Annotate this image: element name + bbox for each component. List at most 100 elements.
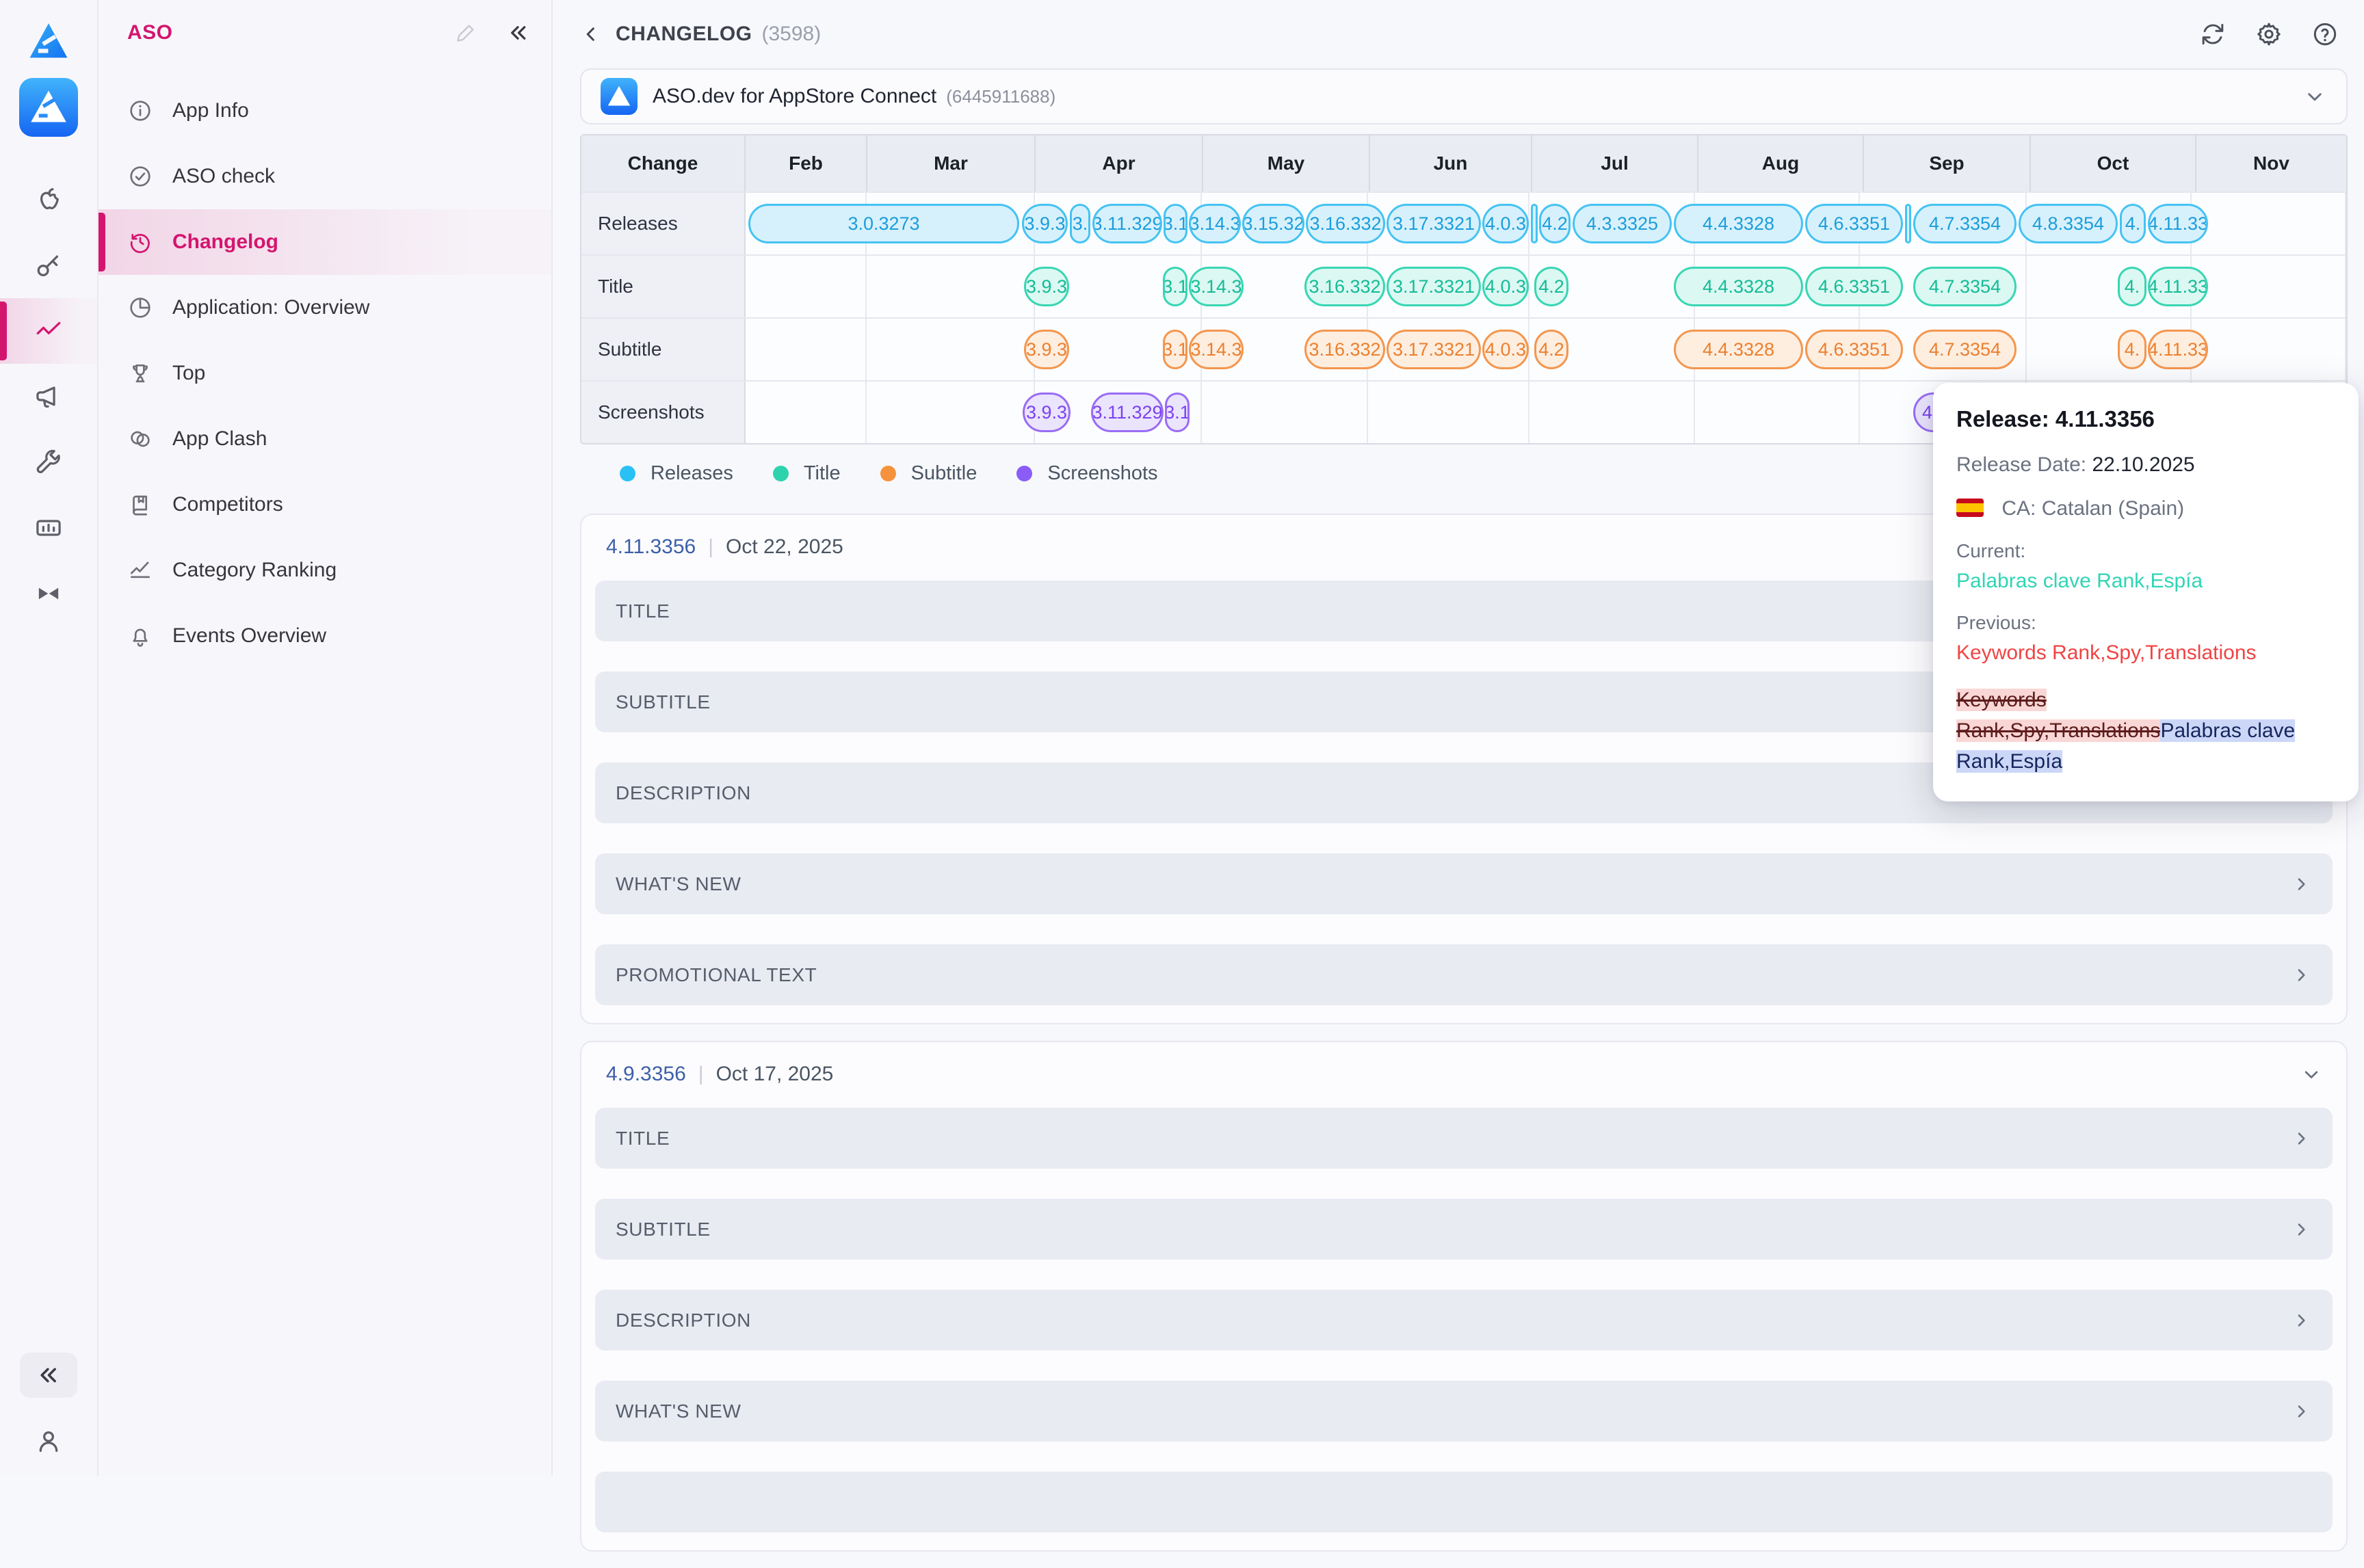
help-button[interactable] xyxy=(2311,20,2339,49)
user-profile-icon[interactable] xyxy=(33,1425,64,1457)
timeline-row-screenshots: Screenshots 3.9.3 3.11.329 3.1 4 xyxy=(581,382,2346,443)
version-pill-releases[interactable]: 4.8.3354 xyxy=(2019,204,2118,243)
collapse-sidebar-icon[interactable] xyxy=(506,21,531,45)
version-pill-releases[interactable]: 3.0.3273 xyxy=(748,204,1019,243)
sidebar-item-changelog[interactable]: Changelog xyxy=(98,209,551,275)
collapse-section-button[interactable] xyxy=(2300,1063,2323,1086)
rail-item-keywords[interactable] xyxy=(0,232,97,298)
version-pill-subtitle[interactable]: 4.7.3354 xyxy=(1913,330,2017,369)
version-pill-releases[interactable]: 4.7.3354 xyxy=(1913,204,2017,243)
sidebar-items: App Info ASO check Changelog Application: O… xyxy=(98,78,551,669)
rail-item-appstore[interactable] xyxy=(0,167,97,232)
sidebar-item-competitors[interactable]: Competitors xyxy=(98,472,551,537)
sidebar-item-aso-check[interactable]: ASO check xyxy=(98,144,551,209)
version-pill-subtitle[interactable]: 3.17.3321 xyxy=(1387,330,1481,369)
sidebar-item-application-overview[interactable]: Application: Overview xyxy=(98,275,551,341)
rail-item-compare[interactable] xyxy=(0,561,97,626)
bell-icon xyxy=(133,628,148,647)
metadata-row-description[interactable]: DESCRIPTION xyxy=(595,1290,2333,1351)
version-pill-title[interactable]: 3.1 xyxy=(1163,267,1187,306)
version-pill-screenshots[interactable]: 3.11.329 xyxy=(1091,393,1164,432)
version-pill-releases[interactable]: 3.16.332 xyxy=(1306,204,1385,243)
rail-item-tools[interactable] xyxy=(0,429,97,495)
version-pill-title[interactable]: 4.4.3328 xyxy=(1674,267,1803,306)
version-pill-subtitle[interactable]: 4.6.3351 xyxy=(1805,330,1903,369)
back-button[interactable] xyxy=(579,22,603,46)
version-pill-releases[interactable]: 3.17.3321 xyxy=(1387,204,1481,243)
refresh-button[interactable] xyxy=(2198,20,2227,49)
version-pill-subtitle[interactable]: 4. xyxy=(2118,330,2146,369)
version-pill-title[interactable]: 4.2 xyxy=(1534,267,1568,306)
version-pill-releases[interactable]: 3.11.329 xyxy=(1092,204,1162,243)
sidebar-item-app-info[interactable]: App Info xyxy=(98,78,551,144)
version-pill-title[interactable]: 3.17.3321 xyxy=(1387,267,1481,306)
edit-icon[interactable] xyxy=(454,21,477,44)
metadata-row-what-s-new[interactable]: WHAT'S NEW xyxy=(595,853,2333,914)
rail-item-analytics[interactable] xyxy=(0,298,97,364)
metadata-row-promotional-text[interactable]: PROMOTIONAL TEXT xyxy=(595,944,2333,1005)
version-pill-title[interactable]: 3.9.3 xyxy=(1024,267,1069,306)
rail-item-reports[interactable] xyxy=(0,495,97,561)
version-pill-releases[interactable]: 4.11.33 xyxy=(2148,204,2208,243)
legend-item-screenshots[interactable]: Screenshots xyxy=(1016,462,1158,485)
column-header-may: May xyxy=(1203,135,1370,191)
app-selector[interactable]: ASO.dev for AppStore Connect (6445911688… xyxy=(580,68,2348,124)
version-pill-subtitle[interactable]: 4.11.33 xyxy=(2148,330,2208,369)
version-pill-subtitle[interactable]: 3.16.332 xyxy=(1304,330,1385,369)
rail-item-marketing[interactable] xyxy=(0,364,97,429)
version-pill-releases[interactable] xyxy=(1905,204,1911,243)
version-pill-title[interactable]: 3.16.332 xyxy=(1304,267,1385,306)
release-version-link[interactable]: 4.11.3356 xyxy=(606,535,696,558)
version-pill-releases[interactable]: 4. xyxy=(2120,204,2146,243)
version-pill-screenshots[interactable]: 3.1 xyxy=(1165,393,1190,432)
metadata-row-partial[interactable] xyxy=(595,1472,2333,1532)
metadata-row-subtitle[interactable]: SUBTITLE xyxy=(595,1199,2333,1260)
version-pill-title[interactable]: 4. xyxy=(2118,267,2146,306)
version-pill-releases[interactable]: 3.15.32 xyxy=(1242,204,1304,243)
chevron-down-icon[interactable] xyxy=(2302,84,2327,109)
release-version-link[interactable]: 4.9.3356 xyxy=(606,1063,686,1085)
version-pill-releases[interactable]: 3.1 xyxy=(1164,204,1187,243)
version-pill-releases[interactable]: 3. xyxy=(1070,204,1090,243)
metadata-row-what-s-new[interactable]: WHAT'S NEW xyxy=(595,1381,2333,1441)
version-pill-subtitle[interactable]: 4.0.3 xyxy=(1482,330,1529,369)
version-pill-releases[interactable]: 4.3.3325 xyxy=(1573,204,1672,243)
version-pill-releases[interactable]: 4.4.3328 xyxy=(1674,204,1803,243)
version-pill-releases[interactable]: 4.2 xyxy=(1539,204,1571,243)
sidebar-item-events-overview[interactable]: Events Overview xyxy=(98,603,551,669)
version-pill-subtitle[interactable]: 3.1 xyxy=(1163,330,1187,369)
version-pill-releases[interactable] xyxy=(1531,204,1538,243)
metadata-row-title[interactable]: TITLE xyxy=(595,1108,2333,1169)
version-pill-subtitle[interactable]: 4.2 xyxy=(1534,330,1568,369)
version-pill-title[interactable]: 3.14.3 xyxy=(1189,267,1244,306)
gridline-cell xyxy=(746,382,867,443)
version-pill-title[interactable]: 4.6.3351 xyxy=(1805,267,1903,306)
sidebar-item-top[interactable]: Top xyxy=(98,341,551,406)
version-pill-releases[interactable]: 4.6.3351 xyxy=(1805,204,1903,243)
version-pill-title[interactable]: 4.11.33 xyxy=(2148,267,2208,306)
settings-button[interactable] xyxy=(2255,20,2283,49)
collapse-rail-button[interactable] xyxy=(20,1353,77,1398)
trend-icon xyxy=(36,321,61,335)
version-pill-subtitle[interactable]: 4.4.3328 xyxy=(1674,330,1803,369)
version-pill-title[interactable]: 4.7.3354 xyxy=(1913,267,2017,306)
sidebar: ASO App Info ASO check Changelog Applicatio… xyxy=(98,0,553,1476)
version-pill-screenshots[interactable]: 3.9.3 xyxy=(1023,393,1071,432)
app-icon[interactable] xyxy=(19,78,78,137)
brand-logo[interactable] xyxy=(25,18,73,62)
sidebar-item-category-ranking[interactable]: Category Ranking xyxy=(98,537,551,603)
version-pill-releases[interactable]: 4.0.3 xyxy=(1482,204,1529,243)
version-pill-releases[interactable]: 3.9.3 xyxy=(1022,204,1068,243)
legend-item-releases[interactable]: Releases xyxy=(620,462,733,485)
version-pill-releases[interactable]: 3.14.3 xyxy=(1189,204,1241,243)
sidebar-item-label: App Clash xyxy=(172,427,267,450)
version-pill-title[interactable]: 4.0.3 xyxy=(1482,267,1529,306)
sidebar-item-app-clash[interactable]: App Clash xyxy=(98,406,551,472)
legend-item-subtitle[interactable]: Subtitle xyxy=(880,462,977,485)
sidebar-item-label: Application: Overview xyxy=(172,296,370,319)
legend-item-title[interactable]: Title xyxy=(772,462,841,485)
version-pill-subtitle[interactable]: 3.14.3 xyxy=(1189,330,1244,369)
metadata-row-label: TITLE xyxy=(616,600,670,622)
tooltip-diff: Keywords Rank,Spy,TranslationsPalabras c… xyxy=(1956,685,2335,777)
version-pill-subtitle[interactable]: 3.9.3 xyxy=(1024,330,1069,369)
